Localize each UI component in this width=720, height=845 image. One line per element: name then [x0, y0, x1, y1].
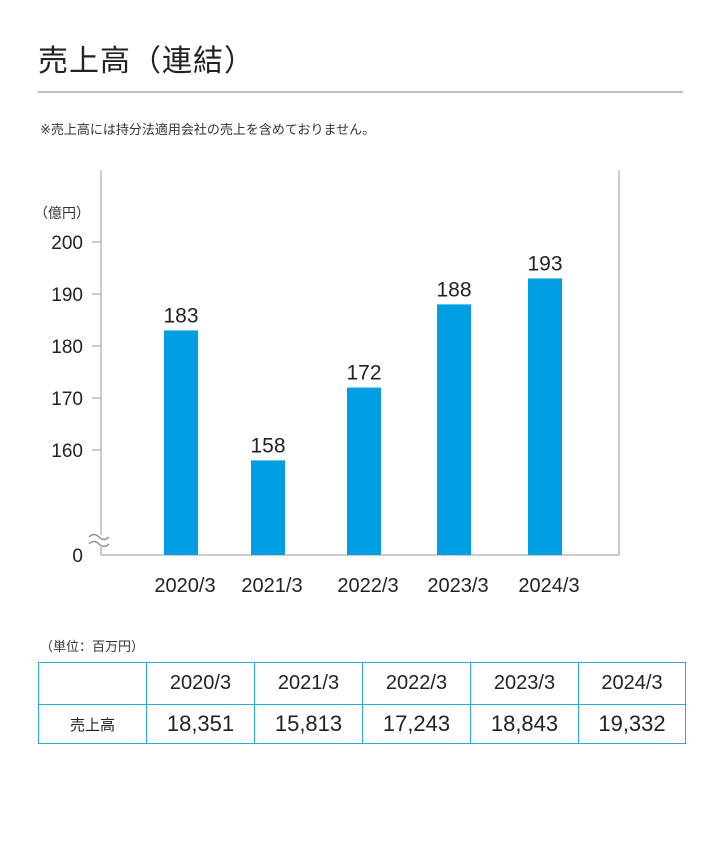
bar: [347, 387, 381, 555]
table-header-cell: 2024/3: [578, 662, 686, 705]
table-cell: 19,332: [578, 704, 686, 744]
y-tick-label: 180: [51, 337, 83, 358]
table-header-cell: 2020/3: [146, 662, 255, 705]
bar-value-label: 188: [436, 278, 471, 301]
x-tick-label: 2023/3: [427, 575, 488, 597]
bar: [437, 304, 471, 555]
bar: [251, 460, 285, 555]
table-cell: 15,813: [254, 704, 363, 744]
table-cell: 18,351: [146, 704, 255, 744]
table-unit-note: （単位：百万円）: [40, 640, 145, 655]
bar-value-label: 158: [250, 434, 285, 457]
bar-value-label: 193: [527, 252, 562, 275]
bar-value-label: 172: [346, 362, 381, 385]
y-tick-label: 0: [72, 546, 83, 567]
y-tick-label: 190: [51, 285, 83, 306]
y-tick-label: 160: [51, 441, 83, 462]
y-tick-label: 170: [51, 389, 83, 410]
sales-bar-chart: （億円） 0 160 170 180 190 200 183 2020/3 158 2021/3 17…: [34, 170, 620, 597]
bar-value-label: 183: [163, 304, 198, 327]
table-header-cell: 2023/3: [470, 662, 579, 705]
table-header-cell: [38, 662, 147, 705]
axis-break-mark: [88, 540, 110, 548]
sales-note: ※売上高には持分法適用会社の売上を含めておりません。: [40, 123, 376, 138]
y-unit-label: （億円）: [34, 206, 90, 222]
bar: [528, 278, 562, 555]
y-tick-label: 200: [51, 233, 83, 254]
x-tick-label: 2020/3: [154, 575, 215, 597]
table-row: 売上高 18,351 15,813 17,243 18,843 19,332: [38, 704, 686, 744]
x-tick-label: 2022/3: [337, 575, 398, 597]
table-cell: 17,243: [362, 704, 471, 744]
axis-break-mark: [88, 533, 110, 541]
table-header-row: 2020/3 2021/3 2022/3 2023/3 2024/3: [38, 662, 686, 705]
sales-table: 2020/3 2021/3 2022/3 2023/3 2024/3 売上高 1…: [38, 662, 686, 744]
table-row-label: 売上高: [38, 704, 147, 744]
x-tick-label: 2024/3: [518, 575, 579, 597]
bar: [164, 330, 198, 555]
x-tick-label: 2021/3: [241, 575, 302, 597]
table-header-cell: 2022/3: [362, 662, 471, 705]
page-title: 売上高（連結）: [38, 44, 255, 79]
table-header-cell: 2021/3: [254, 662, 363, 705]
title-divider: [38, 91, 683, 93]
table-cell: 18,843: [470, 704, 579, 744]
